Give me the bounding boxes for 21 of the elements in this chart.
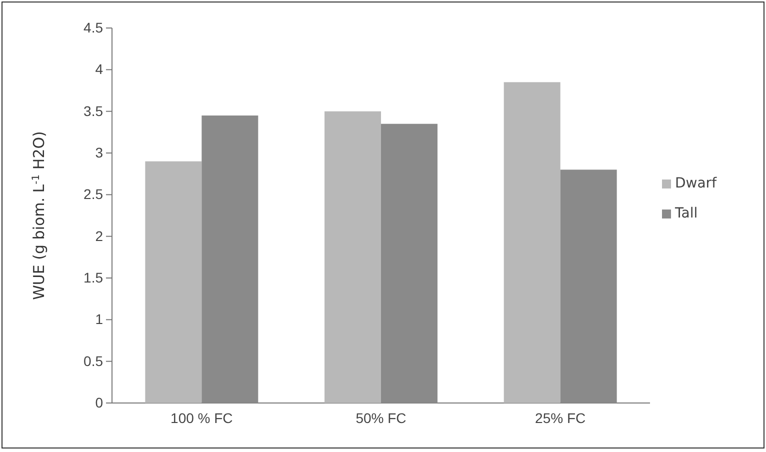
y-tick-label: 4.5	[84, 19, 104, 36]
x-tick-label: 100 % FC	[170, 410, 233, 426]
bar	[324, 111, 381, 403]
bar	[560, 170, 617, 403]
bar	[145, 161, 202, 403]
x-tick-label: 50% FC	[356, 410, 406, 426]
y-tick-label: 0	[95, 394, 104, 410]
legend-label: Tall	[674, 206, 698, 222]
y-tick-label: 2	[95, 228, 104, 244]
y-tick-label: 3	[95, 144, 104, 160]
bar	[504, 82, 560, 403]
y-tick-label: 1.5	[84, 269, 104, 286]
x-tick-label: 25% FC	[535, 410, 586, 426]
bar	[381, 124, 438, 403]
y-tick-label: 2.5	[84, 186, 104, 202]
y-tick-label: 1	[95, 311, 104, 328]
y-tick-label: 0.5	[84, 352, 104, 369]
y-tick-label: 4	[95, 61, 104, 78]
legend-label: Dwarf	[675, 176, 718, 192]
bar	[202, 116, 258, 403]
y-tick-label: 3.5	[84, 102, 104, 119]
